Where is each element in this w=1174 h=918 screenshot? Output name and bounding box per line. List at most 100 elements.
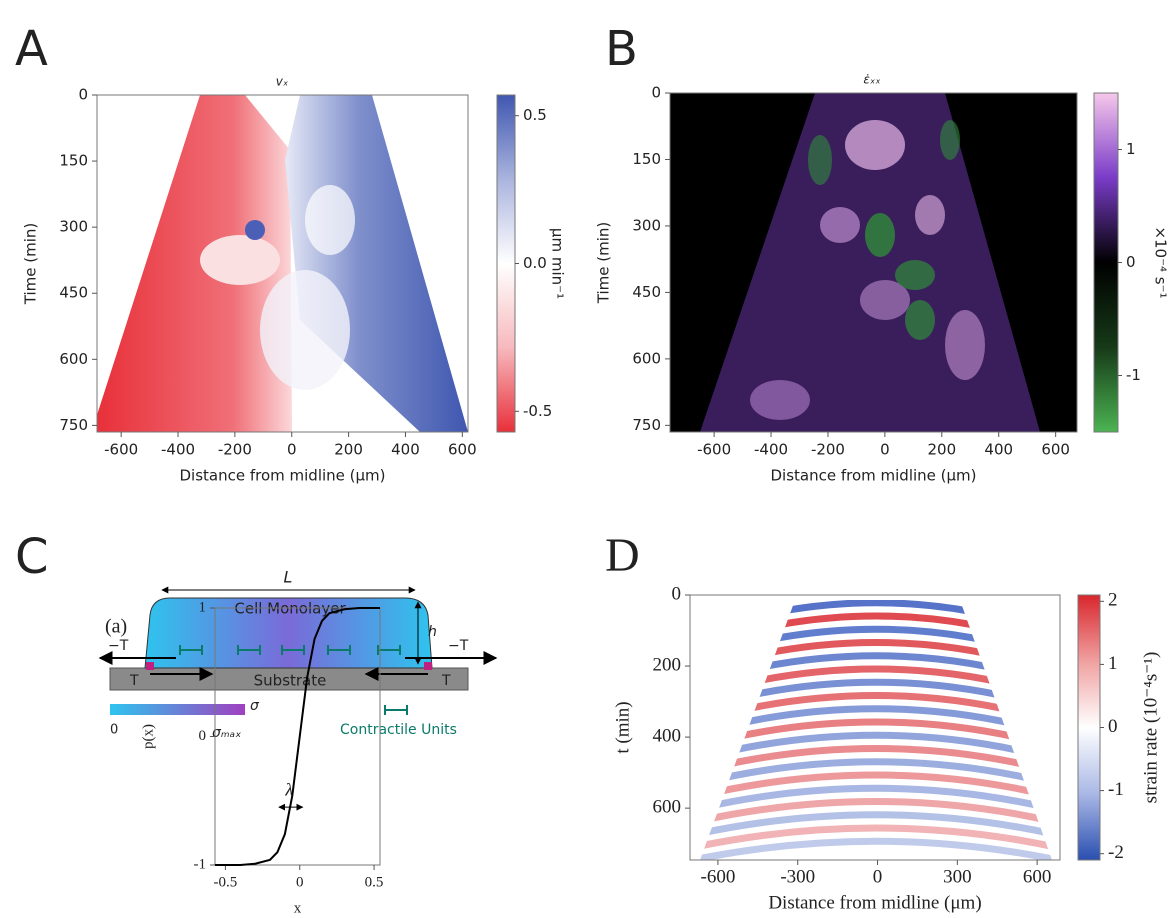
strain-band (700, 837, 1052, 860)
heatmap-d-field (700, 600, 1052, 860)
panel-label: A (15, 21, 48, 77)
x-axis-label: Distance from midline (μm) (768, 892, 981, 913)
colorbar-tick-label: -1 (1108, 779, 1124, 800)
panel-label: C (15, 529, 49, 585)
strain-band (700, 798, 1052, 827)
y-tick-label: 300 (632, 216, 661, 234)
y-tick-label: 1 (199, 599, 207, 615)
plot-frame (669, 92, 1078, 433)
colorbar-tick-label: -2 (1108, 842, 1124, 863)
x-tick-label: -200 (811, 441, 845, 459)
y-tick-label: 600 (632, 349, 661, 367)
strain-band (700, 745, 1052, 777)
colorbar-tick-label: -0.5 (523, 402, 552, 420)
substrate-label: Substrate (254, 672, 327, 690)
y-tick-label: 150 (59, 152, 88, 170)
y-tick-label: 600 (59, 350, 88, 368)
x-tick-label: -600 (104, 441, 138, 459)
stress-max: σₘₐₓ (212, 725, 241, 741)
y-tick-label: 750 (632, 416, 661, 434)
colorbar-label: μm min⁻¹ (549, 228, 567, 299)
heatmap-a-field (97, 95, 468, 432)
subplot-label: (a) (105, 616, 127, 638)
strain-band (700, 811, 1052, 839)
strain-band (700, 784, 1052, 814)
colorbar-tick-label: 1 (1126, 140, 1136, 158)
colorbar-tick-label: 0.0 (523, 254, 547, 272)
y-tick-label: 600 (653, 796, 682, 817)
x-tick-label: 0.5 (365, 874, 384, 890)
colorbar (496, 94, 516, 433)
x-tick-label: 600 (1041, 441, 1070, 459)
y-tick-label: 300 (59, 218, 88, 236)
x-axis-label: x (294, 900, 302, 916)
colorbar-tick-label: -1 (1126, 366, 1141, 384)
y-tick-label: 0 (651, 84, 661, 102)
colorbar (1093, 92, 1119, 433)
plot-frame (96, 94, 469, 433)
strain-band (700, 824, 1052, 852)
colorbar (1077, 594, 1101, 861)
strain-band (700, 771, 1052, 802)
x-tick-label: 0 (296, 874, 304, 890)
panel: Avₓ -600 -400 -200 0 200 400 600 0 150 300 450 600 75… (15, 21, 567, 485)
traction-label: T (129, 673, 139, 689)
y-tick-label: 0 (199, 728, 207, 744)
x-tick-label: 0 (880, 441, 890, 459)
x-tick-label: 400 (391, 441, 420, 459)
x-tick-label: -400 (161, 441, 195, 459)
line (215, 607, 380, 866)
x-tick-label: -600 (697, 441, 731, 459)
colorbar-tick-label: 1 (1108, 653, 1118, 674)
colorbar-tick-label: 2 (1108, 590, 1118, 611)
x-tick-label: -300 (780, 866, 815, 887)
y-tick-label: 450 (632, 283, 661, 301)
x-tick-label: 600 (1023, 866, 1052, 887)
x-tick-label: -600 (701, 866, 736, 887)
panel-label: D (605, 529, 640, 582)
contractile-units (179, 645, 408, 715)
monolayer (144, 597, 433, 669)
colorbar-label: ×10⁻⁴ s⁻¹ (1152, 226, 1170, 298)
annotation: λ (284, 779, 293, 799)
stress-label: σ (250, 698, 260, 714)
x-tick-label: -0.5 (214, 874, 238, 890)
y-axis-label: Time (min) (595, 222, 613, 304)
y-tick-label: 750 (59, 416, 88, 434)
diagram: C L Cell Monolayer h −T −T T T Substrate… (15, 529, 498, 741)
panel: Bε̇ₓₓ -600 -400 -200 0 200 400 600 0 150 300 450 600… (595, 21, 1170, 485)
panel-label: B (605, 21, 638, 77)
y-axis-label: p(x) (140, 724, 156, 749)
plot-frame (689, 594, 1061, 861)
x-tick-label: -200 (218, 441, 252, 459)
strain-band (700, 758, 1052, 789)
chart-title: ε̇ₓₓ (863, 73, 880, 87)
colorbar-tick-label: 0.5 (523, 106, 547, 124)
x-tick-label: -400 (754, 441, 788, 459)
traction-label: T (441, 673, 451, 689)
tension-label: −T (108, 638, 129, 654)
height-label: h (428, 624, 437, 640)
x-tick-label: 0 (287, 441, 297, 459)
strain-band (700, 600, 1052, 602)
colorbar-label: strain rate (10⁻⁴s⁻¹) (1140, 652, 1161, 804)
panel: D -600 -300 0 300 600 0 200 400 600 Distance from … (605, 529, 1161, 913)
y-axis-label: t (min) (612, 701, 633, 753)
y-tick-label: 400 (653, 725, 682, 746)
x-tick-label: 600 (448, 441, 477, 459)
y-tick-label: 0 (78, 86, 88, 104)
x-axis-label: Distance from midline (μm) (179, 467, 385, 485)
colorbar-tick-label: 0 (1126, 253, 1136, 271)
y-tick-label: 200 (653, 654, 682, 675)
y-tick-label: 150 (632, 150, 661, 168)
stress-min: 0 (110, 723, 118, 738)
legend-label: Contractile Units (340, 722, 457, 738)
x-tick-label: 200 (927, 441, 956, 459)
stress-scale (110, 704, 245, 715)
tension-label: −T (448, 638, 469, 654)
x-tick-label: 0 (873, 866, 883, 887)
x-tick-label: 200 (334, 441, 363, 459)
x-axis-label: Distance from midline (μm) (770, 467, 976, 485)
colorbar-tick-label: 0 (1108, 716, 1118, 737)
